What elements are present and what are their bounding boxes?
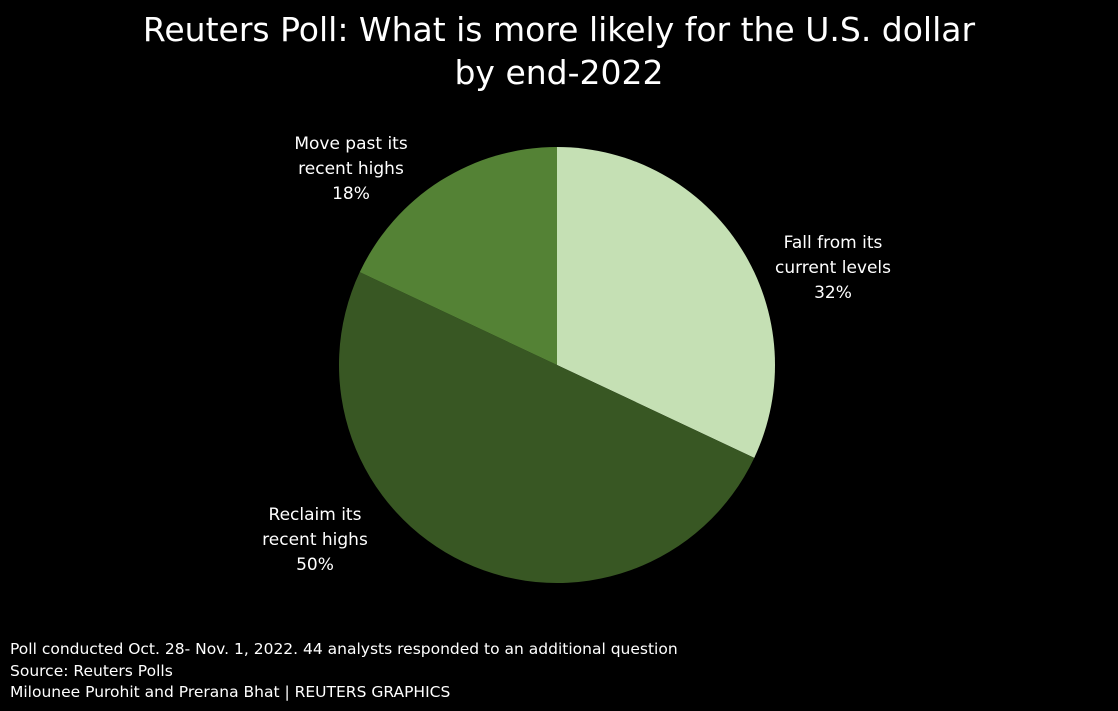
pie-slice-label-3: Move past its recent highs 18% [294,134,408,204]
chart-title: Reuters Poll: What is more likely for th… [0,8,1118,94]
pie-slice-label-3-line-2: recent highs [298,159,404,179]
pie-slice-label-2-line-1: Reclaim its [269,505,362,525]
pie-slice-label-3-line-3: 18% [332,184,370,204]
chart-title-line-1: Reuters Poll: What is more likely for th… [142,10,976,49]
pie-slices [339,147,775,583]
chart-title-line-2: by end-2022 [454,53,664,92]
pie-slice-label-1: Fall from its current levels 32% [775,233,891,303]
pie-slice-label-1-line-3: 32% [814,283,852,303]
pie-slice-label-2: Reclaim its recent highs 50% [262,505,368,575]
footer-credit: Milounee Purohit and Prerana Bhat | REUT… [10,683,451,701]
pie-slice-2 [339,272,755,583]
pie-slice-label-1-line-2: current levels [775,258,891,278]
pie-slice-label-1-line-1: Fall from its [784,233,883,253]
footer-source: Source: Reuters Polls [10,661,173,680]
pie-slice-label-2-line-2: recent highs [262,530,368,550]
pie-slice-3 [359,147,557,365]
pie-labels: Fall from its current levels 32% Reclaim it… [262,134,891,575]
footer-note: Poll conducted Oct. 28- Nov. 1, 2022. 44… [10,640,678,658]
pie-slice-label-3-line-1: Move past its [294,134,408,154]
pie-slice-1 [557,147,775,458]
pie-slice-label-2-line-3: 50% [296,555,334,575]
chart-footer: Poll conducted Oct. 28- Nov. 1, 2022. 44… [10,639,678,704]
